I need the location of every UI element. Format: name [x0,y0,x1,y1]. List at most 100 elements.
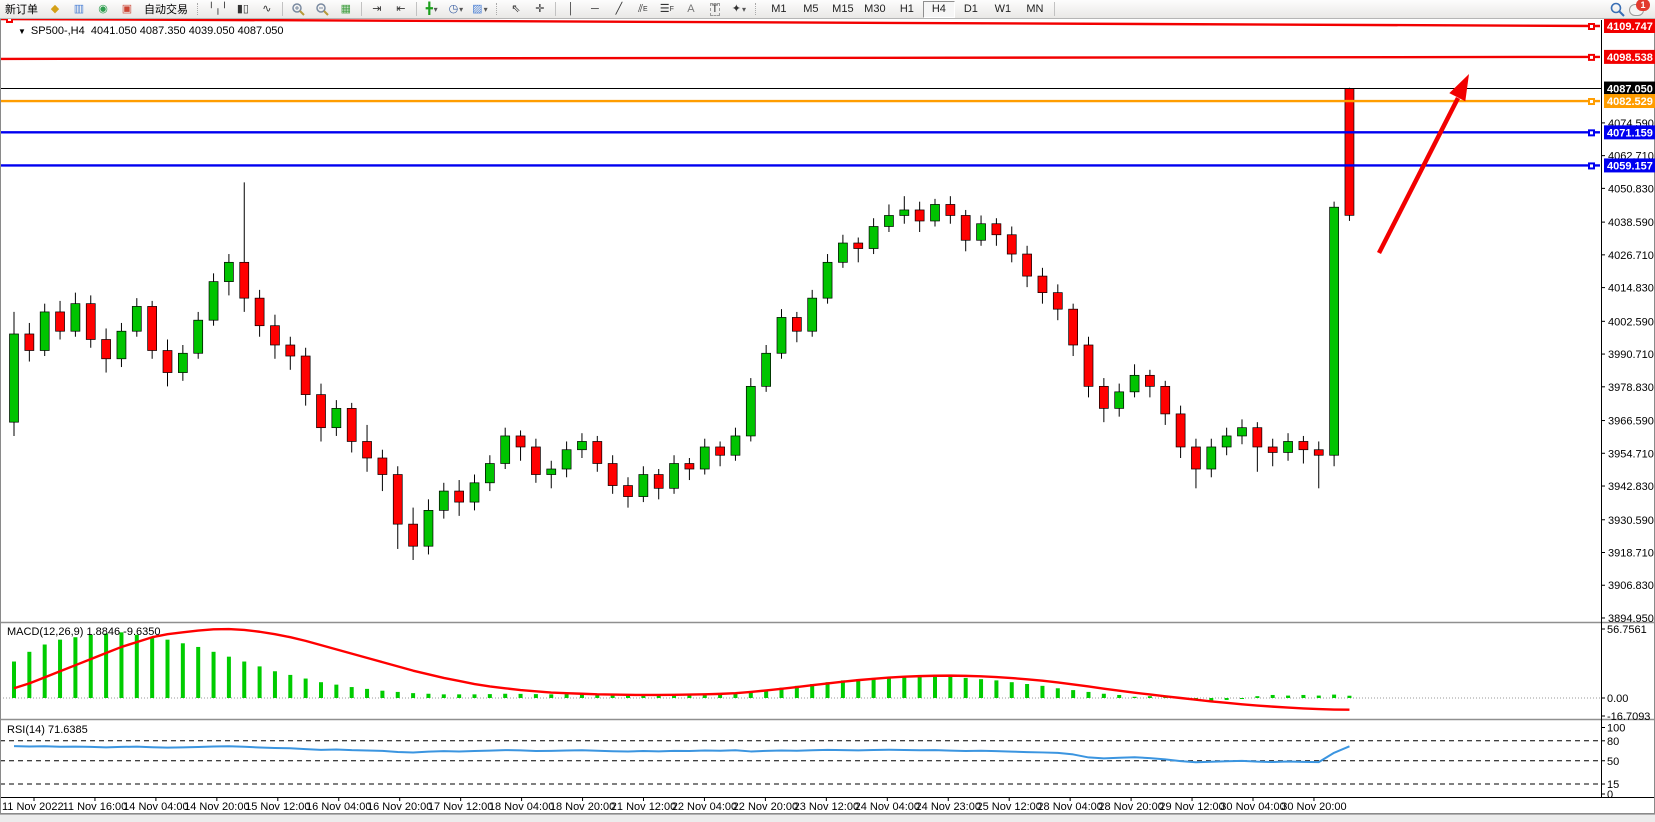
candle [1313,449,1324,456]
macd-histogram-bar [242,661,247,698]
macd-histogram-bar [994,680,999,698]
candle [9,333,19,423]
cursor-icon[interactable]: ⇖ [511,2,521,15]
macd-histogram-bar [1332,694,1337,698]
line-handle-dot [1590,25,1593,28]
price-line[interactable] [0,17,1601,28]
price-line-badge [1604,81,1655,96]
candle [70,303,81,332]
auto-scroll-icon[interactable]: ⇤ [396,2,406,15]
price-tick-label: 3918.710 [1608,547,1654,559]
line-handle-dot [1590,55,1593,59]
chart-shift-icon[interactable]: ⇥ [372,2,382,15]
macd-histogram-bar [1286,695,1291,698]
timeframe-W1[interactable]: W1 [994,3,1012,15]
zoom-in-icon[interactable] [287,1,309,17]
candle [684,463,695,470]
label-tool-icon[interactable]: T [709,2,721,16]
date-label: 22 Nov 20:00 [733,801,798,813]
candle [1344,88,1355,216]
trend-arrow[interactable] [1376,96,1461,255]
candle [55,311,65,332]
price-line[interactable] [0,55,1601,61]
new-order-button[interactable]: 新订单 [5,4,38,16]
macd-histogram-bar [856,679,861,698]
macd-histogram-bar [1101,693,1106,698]
fibonacci-tool-icon[interactable]: ☰ F [659,2,674,15]
macd-histogram-bar [73,637,78,698]
candle [162,350,173,373]
timeframe-M1[interactable]: M1 [771,3,787,15]
candle [884,215,894,227]
macd-axis-label: -16.7093 [1607,711,1650,723]
candle [500,435,511,464]
date-label: 22 Nov 04:00 [672,801,737,813]
template-icon[interactable]: ▨ ▾ [472,2,488,15]
macd-histogram-bar [1040,685,1045,698]
auto-trading-button[interactable]: 自动交易 [144,4,188,16]
macd-histogram-bar [702,693,707,698]
add-indicator-icon[interactable]: ╋ ▾ [426,2,438,15]
timeframe-M30[interactable]: M30 [864,3,886,15]
market-watch-icon[interactable]: ◆ [50,2,60,15]
tile-windows-icon[interactable]: ▦ [340,2,352,15]
timeframe-M15[interactable]: M15 [832,3,854,15]
timeframe-H1[interactable]: H1 [899,3,914,15]
candle [822,261,833,299]
notifications-button[interactable]: 1 [1629,0,1650,17]
vertical-line-tool-icon[interactable]: │ [567,2,575,15]
candle [1221,435,1232,448]
macd-histogram-bar [349,687,354,698]
candle [454,490,464,503]
timeframe-H4[interactable]: H4 [922,0,955,18]
search-icon[interactable] [1606,1,1628,17]
candle [239,261,250,299]
crosshair-icon[interactable]: ✛ [535,2,545,15]
navigator-icon[interactable]: ▥ [73,2,85,15]
candle [730,435,741,456]
period-clock-icon[interactable]: ◷ ▾ [448,2,464,15]
candle [715,446,725,456]
macd-histogram-bar [395,691,400,698]
macd-histogram-bar [1025,684,1030,698]
candle [546,468,557,475]
price-line-badge [1604,125,1655,140]
status-strip [0,814,1655,822]
date-label: 23 Nov 12:00 [794,801,859,813]
macd-histogram-bar [42,644,47,698]
bar-chart-type-icon[interactable]: ╵╷╵ [208,2,228,15]
text-tool-icon[interactable]: A [687,2,695,15]
macd-histogram-bar [1316,695,1321,698]
timeframe-M5[interactable]: M5 [803,3,819,15]
macd-histogram-bar [1301,694,1306,698]
timeframe-MN[interactable]: MN [1026,3,1044,15]
channel-tool-icon[interactable]: ⫽ E [638,2,648,15]
timeframe-D1[interactable]: D1 [963,3,978,15]
strategy-signal-icon[interactable]: ◉ [98,2,108,15]
macd-histogram-bar [257,666,262,698]
toolbar-separator [415,2,417,16]
price-line-badge [1604,49,1655,64]
line-chart-type-icon[interactable]: ∿ [262,2,272,15]
autotrade-icon[interactable]: ▣ [121,2,133,15]
macd-histogram-bar [1055,688,1060,698]
horizontal-line-tool-icon[interactable]: ─ [590,2,599,15]
macd-histogram-bar [687,694,692,698]
macd-histogram-bar [1224,698,1229,700]
chart-dropdown-icon[interactable]: ▼ [18,27,26,36]
macd-pane-label: MACD(12,26,9) 1.8846 -9.6350 [7,626,161,638]
macd-histogram-bar [518,693,523,698]
macd-histogram-bar [58,639,63,698]
macd-histogram-bar [871,677,876,698]
candle-chart-type-icon[interactable]: ▮▯ [236,2,249,15]
zoom-out-icon[interactable] [311,1,333,17]
price-line-badge [1604,19,1655,33]
toolbar-grip [754,3,759,15]
candle [761,352,772,387]
date-label: 25 Nov 12:00 [976,801,1041,813]
macd-histogram-bar [641,694,646,698]
candle [776,317,787,354]
shapes-tool-icon[interactable]: ✦ ▾ [731,2,746,15]
trendline-tool-icon[interactable]: ╱ [615,2,623,15]
